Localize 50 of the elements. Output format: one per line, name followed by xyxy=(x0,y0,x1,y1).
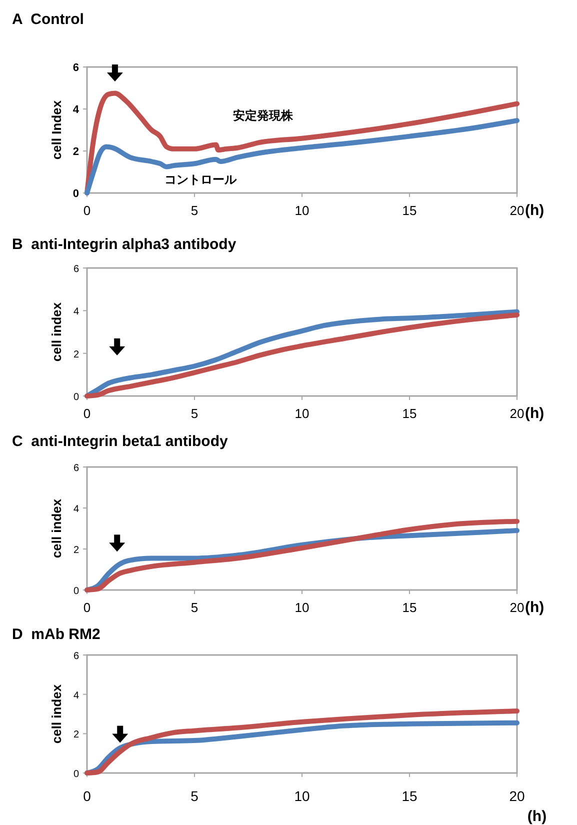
y-tick-label: 0 xyxy=(73,769,80,780)
y-tick-label: 0 xyxy=(73,586,80,597)
y-tick-label: 4 xyxy=(73,690,80,702)
x-axis-title: (h) xyxy=(525,202,544,219)
series-label: 安定発現株 xyxy=(233,108,294,122)
y-axis-title: cell index xyxy=(49,302,64,362)
x-tick-label: 20 xyxy=(509,788,525,804)
x-tick-label: 15 xyxy=(402,600,417,615)
y-tick-label: 4 xyxy=(73,504,80,515)
y-axis-title: cell index xyxy=(49,684,64,744)
x-axis-title: (h) xyxy=(525,599,544,616)
x-tick-label: 10 xyxy=(294,788,310,804)
x-tick-label: 20 xyxy=(510,600,524,615)
y-tick-label: 4 xyxy=(72,104,80,116)
y-tick-label: 2 xyxy=(73,730,80,741)
x-axis-title: (h) xyxy=(527,808,547,825)
y-tick-label: 0 xyxy=(72,188,79,200)
x-axis-title: (h) xyxy=(525,405,544,422)
y-tick-label: 0 xyxy=(73,392,80,403)
x-tick-label: 20 xyxy=(510,406,524,421)
chart-title: C anti-Integrin beta1 antibody xyxy=(12,433,228,450)
x-tick-label: 15 xyxy=(402,788,418,804)
y-axis-title: cell index xyxy=(49,498,64,558)
x-tick-label: 0 xyxy=(83,203,91,218)
x-tick-label: 10 xyxy=(294,203,310,218)
y-tick-label: 6 xyxy=(73,463,80,474)
y-tick-label: 4 xyxy=(73,306,80,318)
y-tick-label: 6 xyxy=(73,264,80,275)
x-tick-label: 5 xyxy=(190,406,198,421)
x-tick-label: 5 xyxy=(190,788,199,804)
x-tick-label: 0 xyxy=(83,600,91,615)
chart-title: D mAb RM2 xyxy=(12,626,100,643)
y-tick-label: 2 xyxy=(73,349,80,360)
x-tick-label: 20 xyxy=(510,203,524,218)
x-tick-label: 10 xyxy=(294,406,310,421)
x-tick-label: 15 xyxy=(402,406,417,421)
x-tick-label: 0 xyxy=(83,406,91,421)
chart-title: B anti-Integrin alpha3 antibody xyxy=(12,236,237,253)
y-tick-label: 2 xyxy=(72,146,79,158)
y-axis-title: cell Index xyxy=(49,100,64,160)
x-tick-label: 10 xyxy=(294,600,310,615)
x-tick-label: 15 xyxy=(402,203,417,218)
x-tick-label: 0 xyxy=(83,788,92,804)
chart-title: A Control xyxy=(12,11,84,28)
series-label: コントロール xyxy=(164,172,238,187)
x-tick-label: 5 xyxy=(190,600,198,615)
y-tick-label: 6 xyxy=(73,651,80,662)
y-tick-label: 6 xyxy=(72,62,79,74)
x-tick-label: 5 xyxy=(190,203,198,218)
y-tick-label: 2 xyxy=(73,545,80,556)
